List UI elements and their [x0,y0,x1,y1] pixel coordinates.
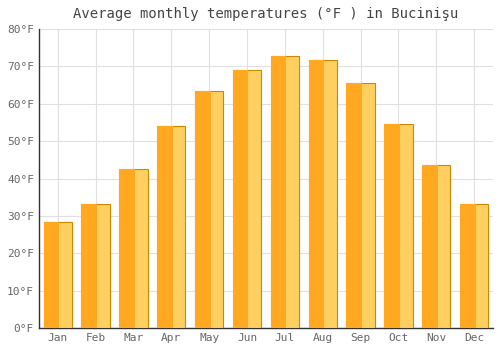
Bar [119,169,148,328]
Bar [308,60,324,328]
Bar [384,124,412,328]
Bar [346,83,375,328]
Bar [270,56,286,328]
Bar [460,204,475,328]
Bar [82,204,110,328]
Bar [233,70,261,328]
Bar [44,222,72,328]
Title: Average monthly temperatures (°F ) in Bucinişu: Average monthly temperatures (°F ) in Bu… [74,7,458,21]
Bar [119,169,135,328]
Bar [195,91,210,328]
Bar [422,165,450,328]
Bar [460,204,488,328]
Bar [157,126,186,328]
Bar [157,126,172,328]
Bar [308,60,337,328]
Bar [422,165,438,328]
Bar [384,124,400,328]
Bar [44,222,59,328]
Bar [233,70,248,328]
Bar [270,56,299,328]
Bar [195,91,224,328]
Bar [346,83,362,328]
Bar [82,204,97,328]
